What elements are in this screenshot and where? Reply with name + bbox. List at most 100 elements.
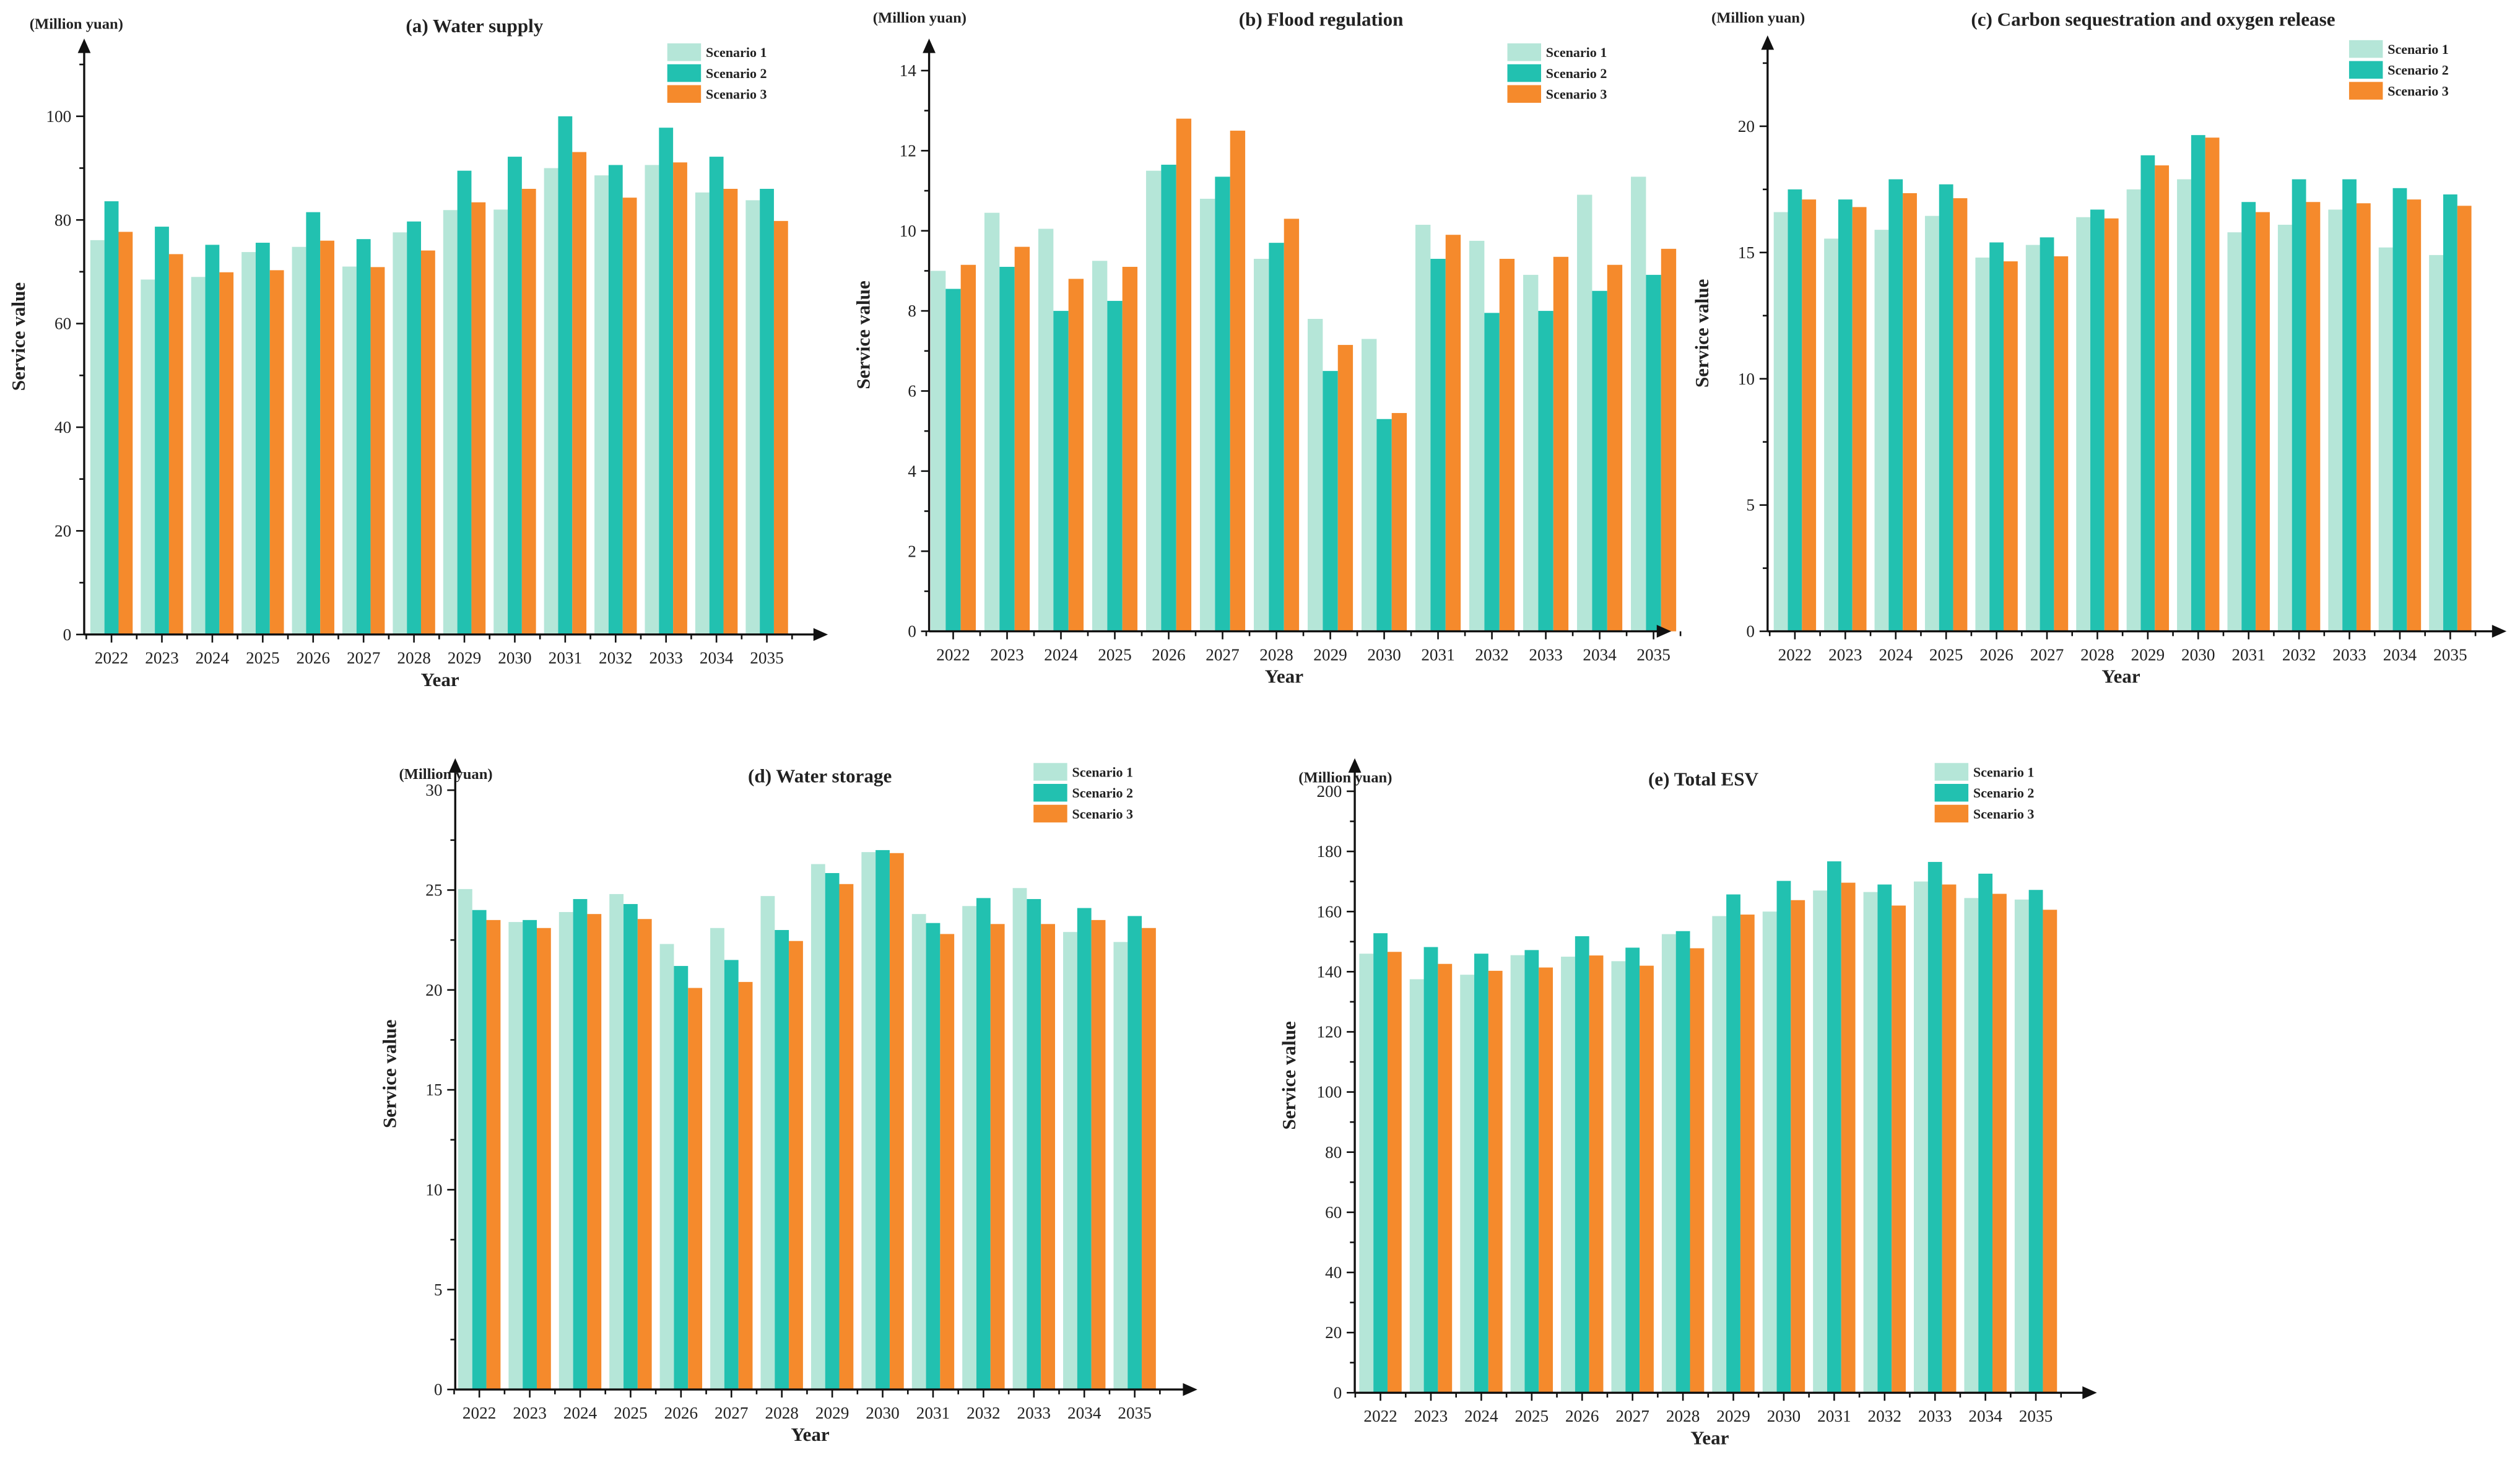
x-tick-label: 2032 — [599, 648, 632, 667]
bar-scenario-2-2027 — [356, 239, 371, 635]
x-tick-label: 2033 — [2332, 645, 2366, 664]
y-unit-label: (Million yuan) — [30, 16, 123, 33]
x-axis-arrow-icon — [1183, 1383, 1197, 1396]
bar-scenario-1-2026 — [659, 944, 674, 1390]
bar-scenario-3-2035 — [773, 220, 788, 635]
bar-scenario-1-2035 — [1631, 176, 1646, 632]
bar-scenario-2-2030 — [2191, 135, 2205, 632]
bar-scenario-1-2028 — [393, 232, 407, 635]
y-tick-label: 10 — [1738, 370, 1755, 388]
x-tick-label: 2034 — [700, 648, 734, 667]
bar-scenario-2-2024 — [1474, 954, 1488, 1393]
bar-scenario-1-2034 — [2378, 247, 2393, 632]
bar-scenario-2-2027 — [1625, 947, 1640, 1393]
bar-scenario-3-2030 — [1791, 900, 1805, 1393]
bar-scenario-2-2024 — [1053, 311, 1069, 632]
x-tick-label: 2027 — [1615, 1407, 1649, 1425]
y-tick-label: 15 — [425, 1080, 442, 1099]
y-tick-label: 20 — [1325, 1323, 1342, 1342]
x-tick-label: 2023 — [990, 645, 1023, 664]
x-tick-label: 2025 — [246, 648, 279, 667]
bar-scenario-3-2024 — [1903, 193, 1917, 632]
bar-scenario-1-2023 — [984, 212, 1000, 632]
legend-swatch — [1934, 784, 1969, 802]
chart-panel-flood-regulation: 0 2 4 6 8 10 12 14 2022 2023 2024 2025 2026 2027 2028 2… — [853, 9, 1682, 687]
bar-scenario-3-2034 — [1992, 893, 2007, 1393]
bar-scenario-2-2024 — [573, 898, 588, 1390]
bar-scenario-1-2022 — [1773, 212, 1788, 632]
bar-scenario-3-2031 — [1445, 235, 1461, 632]
x-tick-label: 2027 — [347, 648, 380, 667]
bar-scenario-2-2029 — [457, 170, 472, 635]
bar-scenario-2-2032 — [976, 898, 991, 1390]
x-tick-label: 2025 — [1098, 645, 1131, 664]
bar-scenario-2-2031 — [1827, 861, 1841, 1393]
bar-scenario-3-2032 — [990, 924, 1005, 1390]
legend-label: Scenario 1 — [1546, 45, 1607, 60]
bar-scenario-1-2026 — [1145, 170, 1162, 632]
bar-scenario-3-2027 — [1640, 965, 1654, 1393]
x-tick-label: 2026 — [1979, 645, 2013, 664]
legend-label: Scenario 2 — [1973, 785, 2035, 801]
x-tick-label: 2027 — [1206, 645, 1239, 664]
x-tick-label: 2023 — [145, 648, 178, 667]
y-tick-label: 200 — [1316, 782, 1342, 801]
bar-scenario-3-2022 — [486, 919, 501, 1390]
x-tick-label: 2022 — [936, 645, 970, 664]
bar-scenario-3-2030 — [889, 853, 904, 1390]
bar-scenario-3-2025 — [1539, 967, 1553, 1393]
bar-scenario-3-2031 — [1841, 882, 1856, 1393]
y-unit-label: (Million yuan) — [1298, 769, 1392, 786]
bar-scenario-1-2028 — [1253, 259, 1269, 632]
legend-label: Scenario 1 — [1973, 764, 2035, 780]
legend: Scenario 1 Scenario 2 Scenario 3 — [667, 43, 767, 103]
y-tick-label: 20 — [1738, 117, 1755, 136]
bar-scenario-2-2024 — [1888, 179, 1903, 632]
x-tick-label: 2033 — [1529, 645, 1562, 664]
bar-scenario-2-2032 — [2292, 179, 2306, 632]
bar-scenario-1-2032 — [2277, 224, 2292, 632]
bar-scenario-1-2024 — [558, 911, 573, 1390]
bar-scenario-2-2029 — [1323, 371, 1338, 632]
bar-scenario-3-2026 — [688, 988, 703, 1390]
bar-scenario-1-2032 — [594, 175, 609, 635]
y-tick-label: 2 — [908, 542, 916, 560]
bar-scenario-1-2033 — [1914, 881, 1928, 1393]
y-tick-label: 20 — [54, 521, 71, 540]
y-axis-label: Service value — [7, 282, 29, 391]
bar-scenario-2-2024 — [205, 245, 220, 635]
x-axis-label: Year — [1690, 1427, 1729, 1448]
x-tick-label: 2025 — [1515, 1407, 1549, 1425]
x-tick-label: 2032 — [967, 1404, 1000, 1422]
bar-scenario-1-2029 — [1712, 916, 1727, 1393]
bar-scenario-3-2025 — [637, 919, 652, 1390]
bar-scenario-2-2033 — [659, 128, 674, 635]
x-tick-label: 2034 — [1067, 1404, 1101, 1422]
bar-scenario-2-2028 — [775, 929, 789, 1390]
bar-scenario-3-2025 — [1122, 266, 1138, 632]
x-tick-label: 2023 — [513, 1404, 546, 1422]
bar-scenario-2-2029 — [825, 873, 840, 1390]
y-tick-label: 5 — [1746, 496, 1755, 515]
legend-swatch — [667, 64, 702, 82]
bar-scenario-2-2035 — [760, 188, 774, 635]
bar-scenario-3-2029 — [1740, 915, 1755, 1393]
x-tick-label: 2028 — [1666, 1407, 1700, 1425]
bar-scenario-2-2022 — [945, 289, 961, 632]
x-axis-label: Year — [791, 1424, 829, 1445]
bar-scenario-2-2025 — [255, 243, 270, 635]
bar-scenario-2-2035 — [1646, 274, 1661, 632]
y-axis-label: Service value — [1691, 279, 1713, 388]
y-tick-label: 40 — [54, 418, 71, 437]
bar-scenario-1-2028 — [760, 896, 775, 1390]
bar-scenario-2-2032 — [1877, 884, 1892, 1393]
bar-scenario-2-2025 — [1939, 184, 1953, 632]
legend-swatch — [1934, 763, 1969, 781]
bar-scenario-1-2022 — [1359, 954, 1374, 1393]
x-tick-label: 2031 — [549, 648, 582, 667]
bar-scenario-1-2022 — [458, 889, 472, 1390]
bar-scenario-2-2026 — [1161, 165, 1176, 632]
legend-label: Scenario 1 — [2387, 41, 2449, 57]
x-tick-label: 2028 — [765, 1404, 798, 1422]
bar-scenario-2-2034 — [709, 157, 724, 635]
